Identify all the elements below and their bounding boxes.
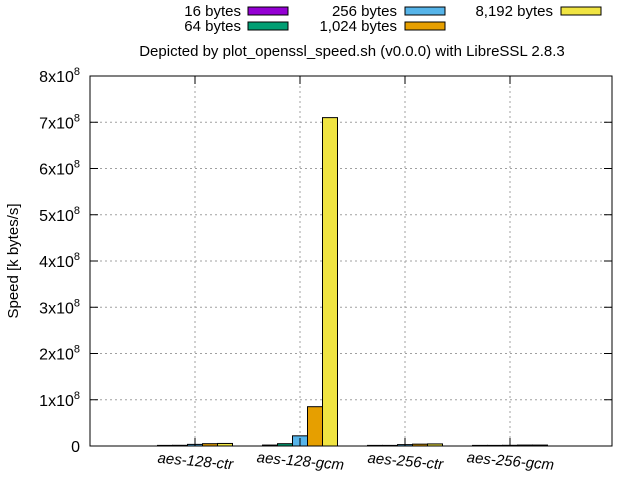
chart-title: Depicted by plot_openssl_speed.sh (v0.0.… xyxy=(139,43,565,60)
y-tick-label: 4x108 xyxy=(39,251,80,271)
y-tick-label: 6x108 xyxy=(39,159,80,179)
legend-swatch xyxy=(560,6,602,16)
legend-label: 256 bytes xyxy=(332,3,397,20)
labels-layer: 0 1x108 2x108 3x108 4x108 5x108 6x108 7x108 8x10… xyxy=(39,66,555,474)
y-tick-label: 7x108 xyxy=(39,112,80,132)
legend-swatch xyxy=(247,6,289,16)
bar xyxy=(322,117,338,447)
y-tick-label: 5x108 xyxy=(39,205,80,225)
y-tick-label: 2x108 xyxy=(39,344,80,364)
legend-label: 64 bytes xyxy=(184,18,241,35)
grid-layer xyxy=(90,76,612,446)
ticks-layer xyxy=(90,75,612,447)
y-axis-label: Speed [k bytes/s] xyxy=(5,203,22,318)
legend-swatch xyxy=(247,21,289,31)
x-tick-label: aes-256-gcm xyxy=(466,449,555,474)
legend-swatch xyxy=(404,6,446,16)
x-tick-label: aes-256-ctr xyxy=(367,450,445,474)
legend-label: 1,024 bytes xyxy=(319,18,397,35)
legend-label: 8,192 bytes xyxy=(475,3,553,20)
bar xyxy=(307,406,323,447)
legend-label: 16 bytes xyxy=(184,3,241,20)
x-tick-label: aes-128-gcm xyxy=(256,449,345,474)
bars-layer xyxy=(157,117,548,447)
y-tick-label: 1x108 xyxy=(39,390,80,410)
legend-swatch xyxy=(404,21,446,31)
x-tick-label: aes-128-ctr xyxy=(157,450,235,474)
y-tick-label: 3x108 xyxy=(39,297,80,317)
y-tick-label: 8x108 xyxy=(39,66,80,86)
y-tick-label: 0 xyxy=(71,439,80,456)
